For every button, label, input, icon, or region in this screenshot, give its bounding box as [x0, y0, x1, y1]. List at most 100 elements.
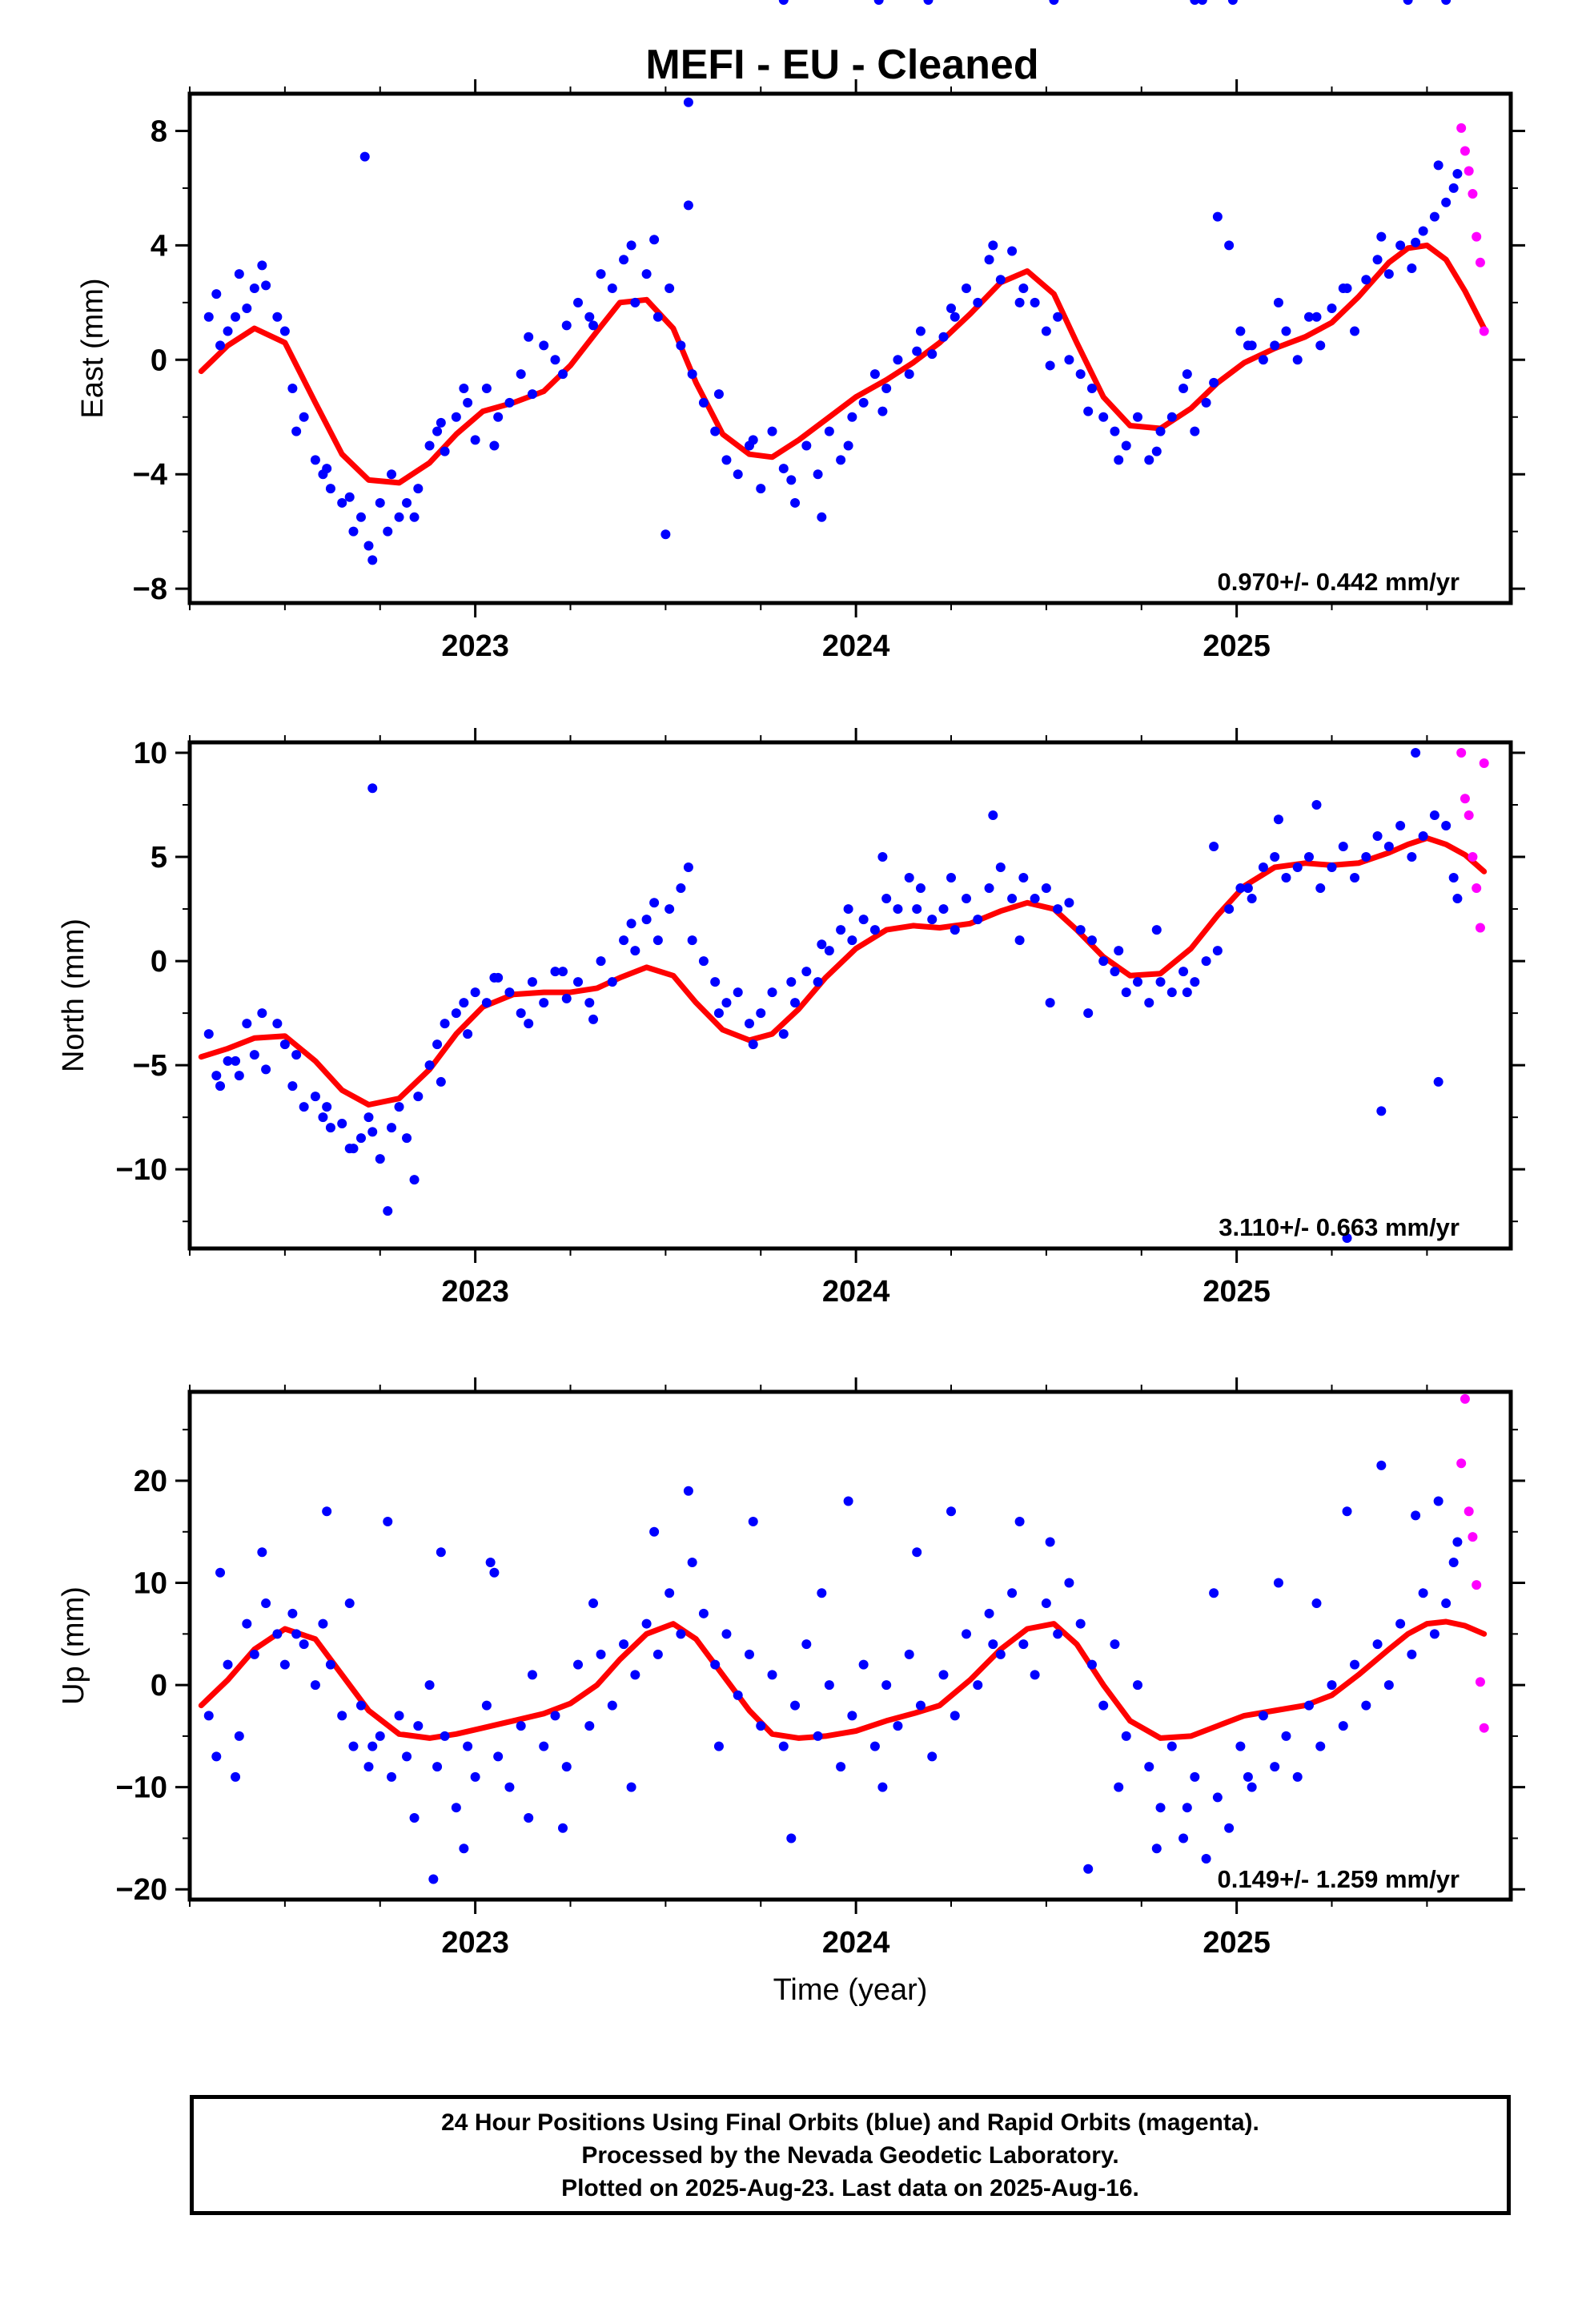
up-final-point — [1303, 1700, 1314, 1711]
north-final-point — [893, 904, 903, 915]
up-final-point — [432, 1762, 443, 1772]
north-final-point — [938, 904, 949, 915]
north-final-point — [1224, 904, 1235, 915]
east-final-point — [1350, 326, 1360, 336]
up-final-point — [1086, 1659, 1097, 1670]
north-final-point — [550, 967, 560, 977]
north-final-point — [786, 977, 797, 987]
up-final-point — [1045, 1537, 1055, 1547]
up-final-point — [1273, 1578, 1283, 1588]
east-final-point — [927, 349, 938, 360]
north-rapid-point — [1464, 810, 1474, 821]
north-final-point — [1227, 0, 1238, 5]
east-final-point — [203, 312, 214, 322]
east-final-point — [588, 320, 599, 331]
east-final-point — [1303, 312, 1314, 322]
north-final-point — [1429, 810, 1439, 821]
north-final-point — [869, 925, 880, 935]
east-final-point — [355, 512, 366, 522]
up-final-point — [527, 1670, 537, 1680]
up-final-point — [1243, 1771, 1253, 1782]
east-final-point — [843, 440, 853, 451]
up-final-point — [801, 1639, 812, 1650]
up-final-point — [676, 1629, 686, 1639]
east-final-point — [1144, 455, 1154, 465]
north-final-point — [463, 1029, 473, 1039]
east-final-point — [904, 369, 914, 380]
north-xtick-label: 2023 — [441, 1275, 509, 1309]
east-final-point — [778, 464, 789, 474]
east-final-point — [215, 340, 226, 351]
north-final-point — [1045, 998, 1055, 1008]
north-final-point — [1114, 946, 1124, 956]
east-rapid-point — [1460, 146, 1470, 156]
up-final-point — [279, 1659, 290, 1670]
north-final-point — [1053, 904, 1063, 915]
up-final-point — [843, 1496, 853, 1506]
up-final-point — [249, 1649, 259, 1659]
north-plot-frame — [187, 740, 1513, 1251]
east-xtick-label: 2023 — [441, 629, 509, 663]
east-final-point — [1045, 360, 1055, 371]
up-final-point — [1144, 1762, 1154, 1772]
up-final-point — [687, 1558, 697, 1568]
up-final-point — [984, 1608, 994, 1618]
up-final-point — [1376, 1460, 1387, 1470]
east-final-point — [1007, 246, 1018, 256]
up-final-point — [459, 1844, 469, 1854]
up-final-point — [877, 1782, 888, 1792]
east-final-point — [459, 384, 469, 394]
up-final-point — [1041, 1598, 1051, 1609]
north-final-point — [470, 987, 480, 998]
up-final-point — [817, 1588, 827, 1598]
north-final-point — [1448, 873, 1459, 883]
north-final-point — [279, 1039, 290, 1050]
up-rapid-point — [1456, 1458, 1467, 1469]
north-final-point — [927, 915, 938, 925]
north-final-point — [257, 1008, 267, 1019]
up-final-point — [1224, 1823, 1235, 1833]
east-final-point — [1273, 297, 1283, 308]
north-ylabel: North (mm) — [57, 919, 90, 1072]
north-final-point — [1178, 967, 1189, 977]
east-final-point — [790, 497, 801, 508]
up-final-point — [394, 1711, 404, 1721]
north-final-point — [1212, 946, 1223, 956]
north-final-point — [744, 1019, 754, 1029]
up-final-point — [1350, 1659, 1360, 1670]
up-final-point — [344, 1598, 355, 1609]
east-final-point — [299, 412, 309, 422]
north-final-point — [1376, 1106, 1387, 1116]
north-rapid-point — [1475, 923, 1485, 933]
north-final-point — [1342, 1232, 1352, 1243]
east-final-point — [767, 426, 777, 436]
east-final-point — [310, 455, 320, 465]
north-final-point — [524, 1019, 534, 1029]
up-final-point — [223, 1659, 233, 1670]
north-final-point — [1083, 1008, 1094, 1019]
north-final-point — [325, 1123, 335, 1133]
up-ytick-label: 0 — [151, 1669, 167, 1703]
north-final-point — [1418, 831, 1428, 842]
up-final-point — [1292, 1771, 1303, 1782]
up-final-point — [409, 1812, 420, 1823]
east-final-point — [1083, 406, 1094, 416]
north-final-point — [1433, 1076, 1443, 1087]
up-final-point — [485, 1558, 496, 1568]
north-final-point — [1270, 852, 1280, 862]
up-final-point — [1201, 1853, 1211, 1864]
up-final-point — [824, 1680, 834, 1691]
north-rapid-point — [1472, 883, 1482, 894]
up-final-point — [912, 1547, 922, 1558]
east-final-point — [626, 240, 636, 251]
east-points-layer — [203, 0, 1489, 565]
east-final-point — [630, 297, 640, 308]
north-ticks — [175, 728, 1525, 1263]
east-final-point — [322, 464, 332, 474]
east-final-point — [1151, 446, 1162, 456]
up-final-point — [387, 1771, 397, 1782]
up-final-point — [539, 1741, 549, 1751]
east-final-point — [1018, 283, 1029, 293]
east-final-point — [1190, 0, 1200, 5]
up-ytick-label: 10 — [134, 1567, 167, 1601]
